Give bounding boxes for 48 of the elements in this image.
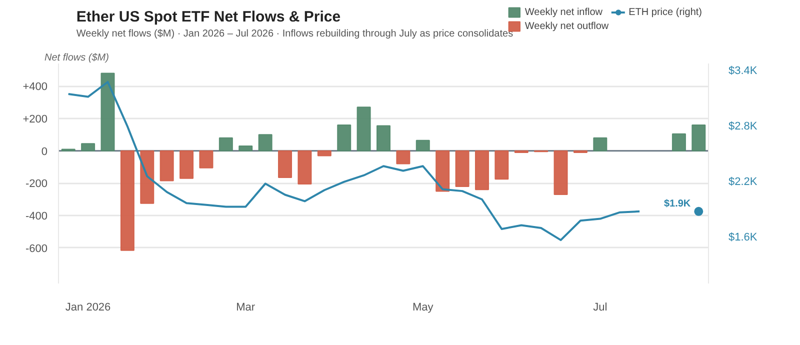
chart-title: Ether US Spot ETF Net Flows & Price	[76, 8, 341, 26]
data-label: $1.9K	[664, 198, 692, 210]
y-tick-label: +200	[22, 114, 48, 126]
bar	[436, 150, 450, 192]
bar	[81, 143, 96, 152]
y-tick-label: -600	[25, 242, 48, 255]
y2-tick-label: $2.8K	[728, 120, 758, 132]
bar	[692, 124, 706, 152]
bar	[298, 150, 312, 185]
bar	[218, 137, 233, 152]
x-tick-label: Jul	[593, 302, 608, 314]
bar	[416, 140, 430, 152]
x-tick-label: Mar	[236, 302, 256, 314]
y2-tick-label: $1.6K	[728, 231, 758, 244]
bar	[474, 150, 489, 190]
y2-tick-label: $3.4K	[728, 64, 758, 77]
bar	[376, 125, 390, 152]
x-tick-label: May	[412, 302, 434, 314]
bar	[672, 133, 686, 152]
bar	[258, 134, 272, 152]
y-tick-label: +400	[22, 81, 48, 94]
chart-subtitle: Weekly net flows ($M) · Jan 2026 – Jul 2026 · Inflows rebuilding through July as price consolidates	[76, 28, 514, 40]
x-tick-label: Jan 2026	[65, 302, 111, 314]
bar	[100, 72, 115, 152]
bar	[199, 150, 214, 168]
y-tick-label: 0	[41, 146, 48, 158]
y-axis-title: Net flows ($M)	[44, 52, 109, 64]
y-tick-label: -200	[25, 178, 48, 190]
legend-label: Weekly net outflow	[524, 20, 609, 32]
y-tick-label: -400	[25, 210, 48, 223]
bar	[140, 150, 154, 204]
bar	[455, 150, 470, 187]
bar	[120, 150, 134, 251]
bar	[337, 124, 352, 152]
bar	[317, 150, 332, 156]
y2-tick-label: $2.2K	[728, 176, 758, 188]
line-series	[67, 80, 641, 242]
legend-label: ETH price (right)	[628, 6, 702, 18]
bar	[180, 150, 194, 179]
legend-label: Weekly net inflow	[524, 6, 603, 18]
bar	[278, 150, 292, 178]
bar	[593, 137, 608, 152]
bar	[238, 146, 253, 152]
bar	[160, 150, 174, 182]
bar	[356, 106, 371, 152]
bar	[554, 150, 568, 196]
bar	[396, 150, 410, 164]
bar	[494, 150, 509, 180]
